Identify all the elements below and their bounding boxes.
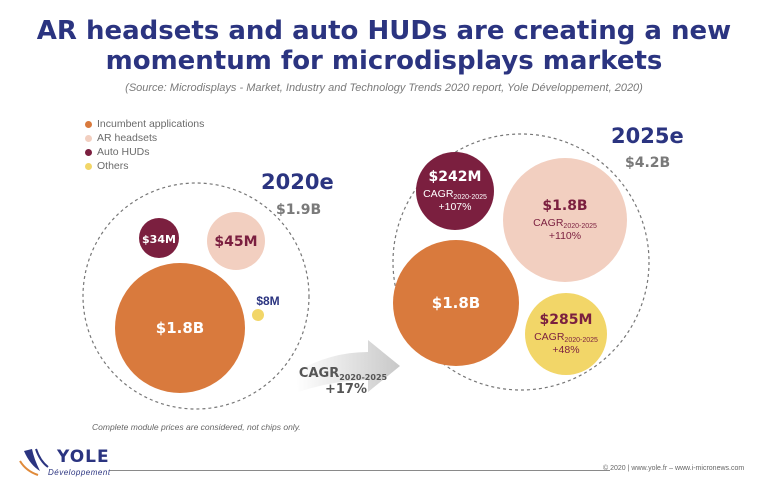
value-label-others-2025e: $285M — [540, 312, 593, 328]
bubble-hud-2025e — [416, 152, 494, 230]
legend-label-incumbent: Incumbent applications — [97, 118, 205, 130]
boundary-circle-2025 — [392, 133, 650, 391]
bubble-ar-2025e — [503, 158, 627, 282]
bubble-hud-2020e — [139, 218, 179, 258]
page-title-line-2: momentum for microdisplays markets — [105, 46, 663, 76]
legend-item-hud: Auto HUDs — [85, 145, 204, 159]
growth-arrow — [296, 340, 400, 392]
cagr-value-hud-2025e: +107% — [439, 201, 472, 213]
value-label-others-2020e: $8M — [256, 294, 279, 308]
footnote: Complete module prices are considered, n… — [92, 422, 301, 432]
bubble-others-2025e — [525, 293, 607, 375]
legend-swatch-incumbent — [85, 120, 92, 128]
legend-label-others: Others — [97, 160, 129, 172]
legend-item-others: Others — [85, 159, 204, 173]
logo-subtitle: Développement — [48, 468, 111, 477]
legend-label-ar: AR headsets — [97, 132, 158, 144]
legend-swatch-hud — [85, 148, 92, 156]
value-label-incumbent-2020e: $1.8B — [156, 319, 204, 337]
cagr-value-ar-2025e: +110% — [549, 230, 581, 242]
value-label-ar-2025e: $1.8B — [542, 198, 587, 214]
total-2025: $4.2B — [625, 155, 671, 171]
bubble-incumbent-2020e — [115, 263, 245, 393]
legend-item-ar: AR headsets — [85, 131, 204, 145]
source-note: (Source: Microdisplays - Market, Industr… — [125, 82, 643, 94]
overall-cagr-value: +17% — [325, 382, 367, 397]
year-label-2025: 2025e — [611, 124, 684, 148]
value-label-hud-2025e: $242M — [429, 169, 482, 185]
bubble-incumbent-2025e — [393, 240, 519, 366]
total-2020: $1.9B — [276, 202, 322, 218]
legend-label-hud: Auto HUDs — [97, 146, 150, 158]
yole-logo-mark — [19, 448, 49, 476]
cagr-value-others-2025e: +48% — [552, 344, 579, 356]
value-label-ar-2020e: $45M — [214, 234, 257, 250]
page-title-line-1: AR headsets and auto HUDs are creating a… — [36, 16, 732, 46]
legend-item-incumbent: Incumbent applications — [85, 117, 204, 131]
chart-legend: Incumbent applications AR headsets Auto … — [85, 117, 204, 173]
value-label-incumbent-2025e: $1.8B — [432, 294, 480, 312]
year-label-2020: 2020e — [261, 170, 334, 194]
bubble-ar-2020e — [207, 212, 265, 270]
logo-wordmark: YOLE — [57, 447, 110, 467]
footer-copyright: © 2020 | www.yole.fr – www.i-micronews.c… — [603, 465, 745, 472]
legend-swatch-ar — [85, 134, 92, 142]
boundary-circle-2020 — [82, 182, 310, 410]
value-label-hud-2020e: $34M — [142, 233, 176, 246]
footer-divider — [110, 470, 610, 471]
bubble-others-2020e — [252, 309, 264, 321]
legend-swatch-others — [85, 162, 92, 170]
